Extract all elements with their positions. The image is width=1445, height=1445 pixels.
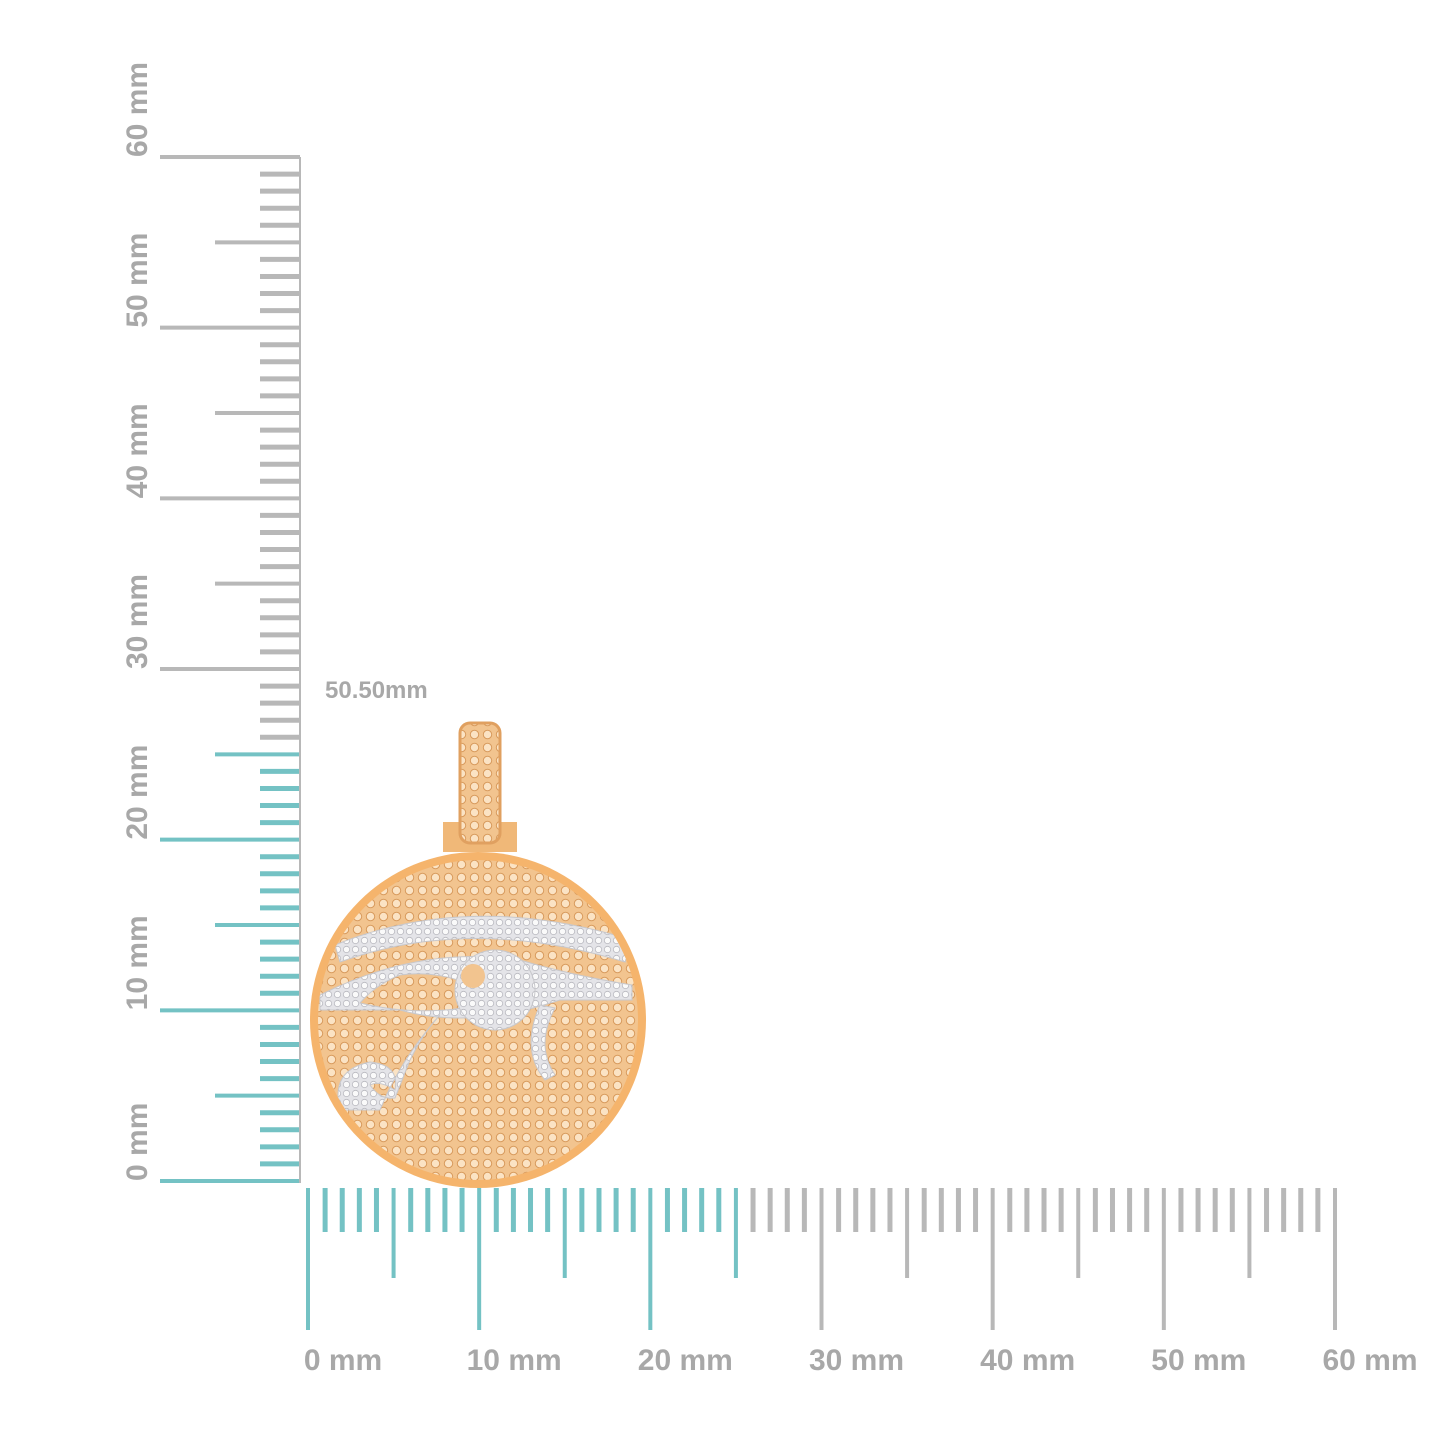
v-ruler-label: 50 mm xyxy=(121,233,154,328)
v-ruler-label: 0 mm xyxy=(121,1103,154,1181)
h-ruler-label: 40 mm xyxy=(980,1344,1075,1377)
v-ruler-label: 30 mm xyxy=(121,574,154,669)
h-ruler-label: 20 mm xyxy=(638,1344,733,1377)
dimension-label: 50.50mm xyxy=(325,677,428,704)
h-ruler-label: 30 mm xyxy=(809,1344,904,1377)
eye-of-horus xyxy=(319,915,633,1111)
pendant xyxy=(310,721,646,1188)
rulers: 0 mm 10 mm 20 mm 30 mm 40 mm 50 mm 60 mm 0 mm 10… xyxy=(121,62,1418,1377)
h-ruler-label: 60 mm xyxy=(1322,1344,1417,1377)
v-ruler-label: 40 mm xyxy=(121,403,154,498)
v-ruler-label: 10 mm xyxy=(121,915,154,1010)
bail xyxy=(458,721,502,845)
v-ruler-label: 20 mm xyxy=(121,745,154,840)
v-ruler-label: 60 mm xyxy=(121,62,154,157)
h-ruler-label: 50 mm xyxy=(1151,1344,1246,1377)
h-ruler-label: 0 mm xyxy=(304,1344,382,1377)
h-ruler-label: 10 mm xyxy=(467,1344,562,1377)
pupil xyxy=(461,964,485,988)
